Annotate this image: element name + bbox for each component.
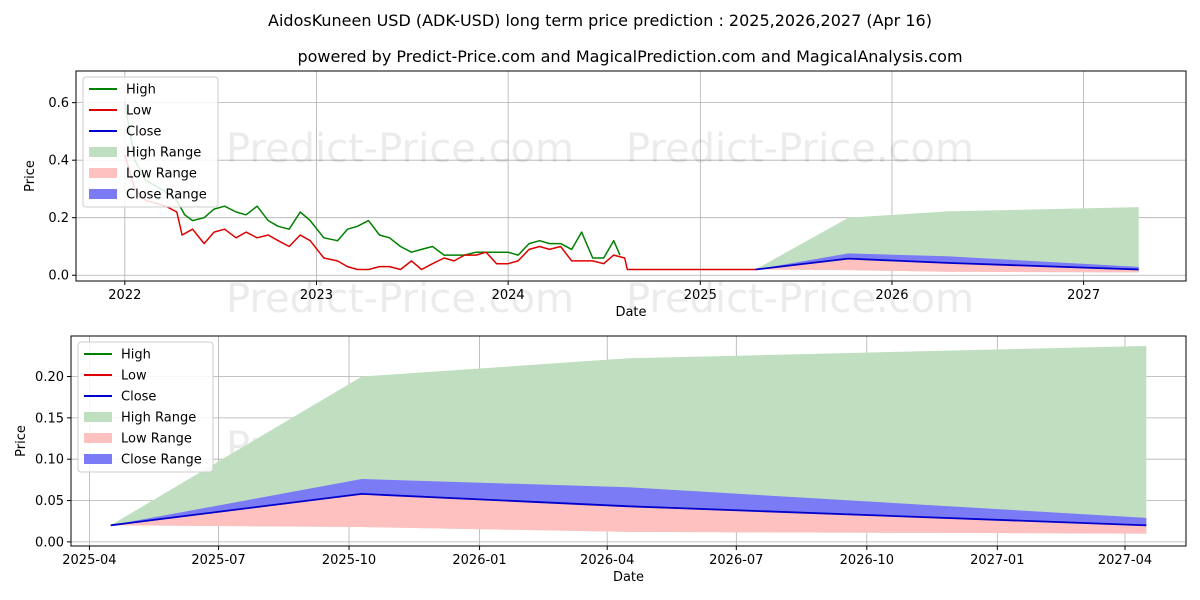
x-axis-label: Date [613,570,644,585]
x-tick-label: 2026 [875,288,908,303]
watermark-text: Predict-Price.com [226,276,574,322]
x-tick-label: 2026-10 [840,553,894,568]
x-tick-label: 2025 [684,288,717,303]
close-series-line [755,257,1139,271]
top-price-chart: Predict-Price.com Predict-Price.com Predic… [23,70,1187,322]
x-tick-label: 2025-07 [191,553,245,568]
x-tick-label: 2027-04 [1098,553,1152,568]
chart-title: AidosKuneen USD (ADK-USD) long term pric… [268,11,932,30]
y-tick-label: 0.6 [48,96,69,111]
y-axis-label: Price [23,160,38,192]
bottom-forecast-chart: Predict-Price.comPredict-Price.com2025-0… [14,335,1187,585]
plot-frame [70,335,1187,547]
legend-label-close: Close [126,125,161,140]
x-tick-label: 2027 [1067,288,1100,303]
x-tick-label: 2022 [108,288,141,303]
legend-label-high: High [126,83,156,98]
low-range-band [110,493,1147,534]
legend-swatch-low-range [84,433,112,443]
y-tick-label: 0.10 [35,453,64,468]
x-tick-label: 2027-01 [970,553,1024,568]
legend-swatch-close-range [89,189,117,199]
chart-subtitle: powered by Predict-Price.com and Magical… [297,47,962,66]
y-tick-label: 0.05 [35,494,64,509]
y-axis-label: Price [14,425,29,457]
x-tick-label: 2026-07 [709,553,763,568]
legend-swatch-low-range [89,168,117,178]
y-tick-label: 0.20 [35,370,64,385]
legend-label-close-range: Close Range [121,453,202,468]
y-tick-label: 0.0 [48,269,69,284]
plot-frame [75,70,1187,282]
legend-label-low-range: Low Range [126,167,197,182]
watermark-text: Predict-Price.com [226,126,574,172]
y-tick-label: 0.2 [48,211,69,226]
close-series-line [110,493,1147,527]
legend-label-close-range: Close Range [126,188,207,203]
legend-swatch-high-range [89,147,117,157]
watermark-text: Predict-Price.com [626,276,974,322]
x-axis-label: Date [615,305,646,320]
x-tick-label: 2026-04 [580,553,634,568]
legend-label-high: High [121,348,151,363]
high-series-line [124,102,621,259]
x-tick-label: 2025-10 [322,553,376,568]
chart-legend: High Low Close High Range Low Range Close Ran… [82,76,219,208]
x-tick-label: 2026-01 [452,553,506,568]
legend-swatch-close-range [84,454,112,464]
chart-legend: High Low Close High Range Low Range Close Ran… [77,341,214,473]
legend-label-low-range: Low Range [121,432,192,447]
y-tick-label: 0.15 [35,411,64,426]
legend-swatch-high-range [84,412,112,422]
legend-label-low: Low [126,104,152,119]
x-tick-label: 2024 [492,288,525,303]
low-range-band [755,258,1139,273]
y-tick-label: 0.4 [48,154,69,169]
y-tick-label: 0.00 [35,535,64,550]
low-series-line [124,154,756,271]
close-range-band [110,479,1147,526]
legend-label-high-range: High Range [126,146,201,161]
legend-label-low: Low [121,369,147,384]
x-tick-label: 2025-04 [62,553,116,568]
x-tick-label: 2023 [300,288,333,303]
legend-label-high-range: High Range [121,411,196,426]
legend-label-close: Close [121,390,156,405]
watermark-text: Predict-Price.com [626,126,974,172]
